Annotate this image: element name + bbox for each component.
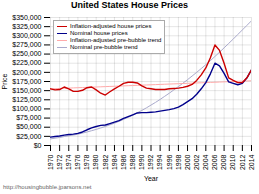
svg-text:1994: 1994 (156, 154, 163, 170)
html-text:http://housingbubble.jparsons.: http://housingbubble.jparsons.net (3, 184, 92, 190)
svg-text:2002: 2002 (193, 154, 200, 170)
svg-text:1990: 1990 (138, 154, 145, 170)
html-text:Nominal pre-bubble trend: Nominal pre-bubble trend (70, 44, 138, 50)
svg-text:$125,000: $125,000 (12, 96, 41, 103)
svg-text:1980: 1980 (92, 154, 99, 170)
svg-text:1984: 1984 (111, 154, 118, 170)
svg-text:$300,000: $300,000 (12, 32, 41, 39)
svg-text:$200,000: $200,000 (12, 69, 41, 76)
svg-text:$175,000: $175,000 (12, 78, 41, 85)
svg-text:1974: 1974 (65, 154, 72, 170)
html-text:Inflation-adjusted pre-bubble: Inflation-adjusted pre-bubble trend (70, 37, 162, 43)
svg-text:1976: 1976 (74, 154, 81, 170)
svg-text:$350,000: $350,000 (12, 14, 41, 21)
svg-text:$50,000: $50,000 (16, 123, 41, 130)
svg-text:2014: 2014 (248, 154, 255, 170)
svg-text:2004: 2004 (202, 154, 209, 170)
svg-text:1998: 1998 (175, 154, 182, 170)
svg-text:1970: 1970 (47, 154, 54, 170)
svg-text:$100,000: $100,000 (12, 105, 41, 112)
svg-text:Year: Year (144, 175, 159, 182)
svg-text:2000: 2000 (184, 154, 191, 170)
svg-text:1986: 1986 (120, 154, 127, 170)
svg-text:2008: 2008 (220, 154, 227, 170)
svg-text:Price: Price (1, 73, 8, 89)
html-text:Inflation-adjusted house price: Inflation-adjusted house prices (70, 23, 152, 29)
html-text:Nominal house prices: Nominal house prices (70, 30, 128, 36)
svg-text:1978: 1978 (83, 154, 90, 170)
svg-text:$225,000: $225,000 (12, 59, 41, 66)
svg-text:2010: 2010 (229, 154, 236, 170)
svg-text:$275,000: $275,000 (12, 41, 41, 48)
svg-text:$75,000: $75,000 (16, 114, 41, 121)
svg-text:1972: 1972 (56, 154, 63, 170)
svg-text:$325,000: $325,000 (12, 23, 41, 30)
svg-text:1982: 1982 (102, 154, 109, 170)
svg-text:2006: 2006 (211, 154, 218, 170)
svg-text:1996: 1996 (166, 154, 173, 170)
svg-text:$0: $0 (34, 142, 42, 149)
svg-text:$25,000: $25,000 (16, 133, 41, 140)
svg-text:2012: 2012 (239, 154, 246, 170)
html-text:United States House Prices: United States House Prices (71, 0, 188, 10)
svg-text:$150,000: $150,000 (12, 87, 41, 94)
svg-text:1992: 1992 (147, 154, 154, 170)
svg-text:$250,000: $250,000 (12, 50, 41, 57)
svg-text:1988: 1988 (129, 154, 136, 170)
